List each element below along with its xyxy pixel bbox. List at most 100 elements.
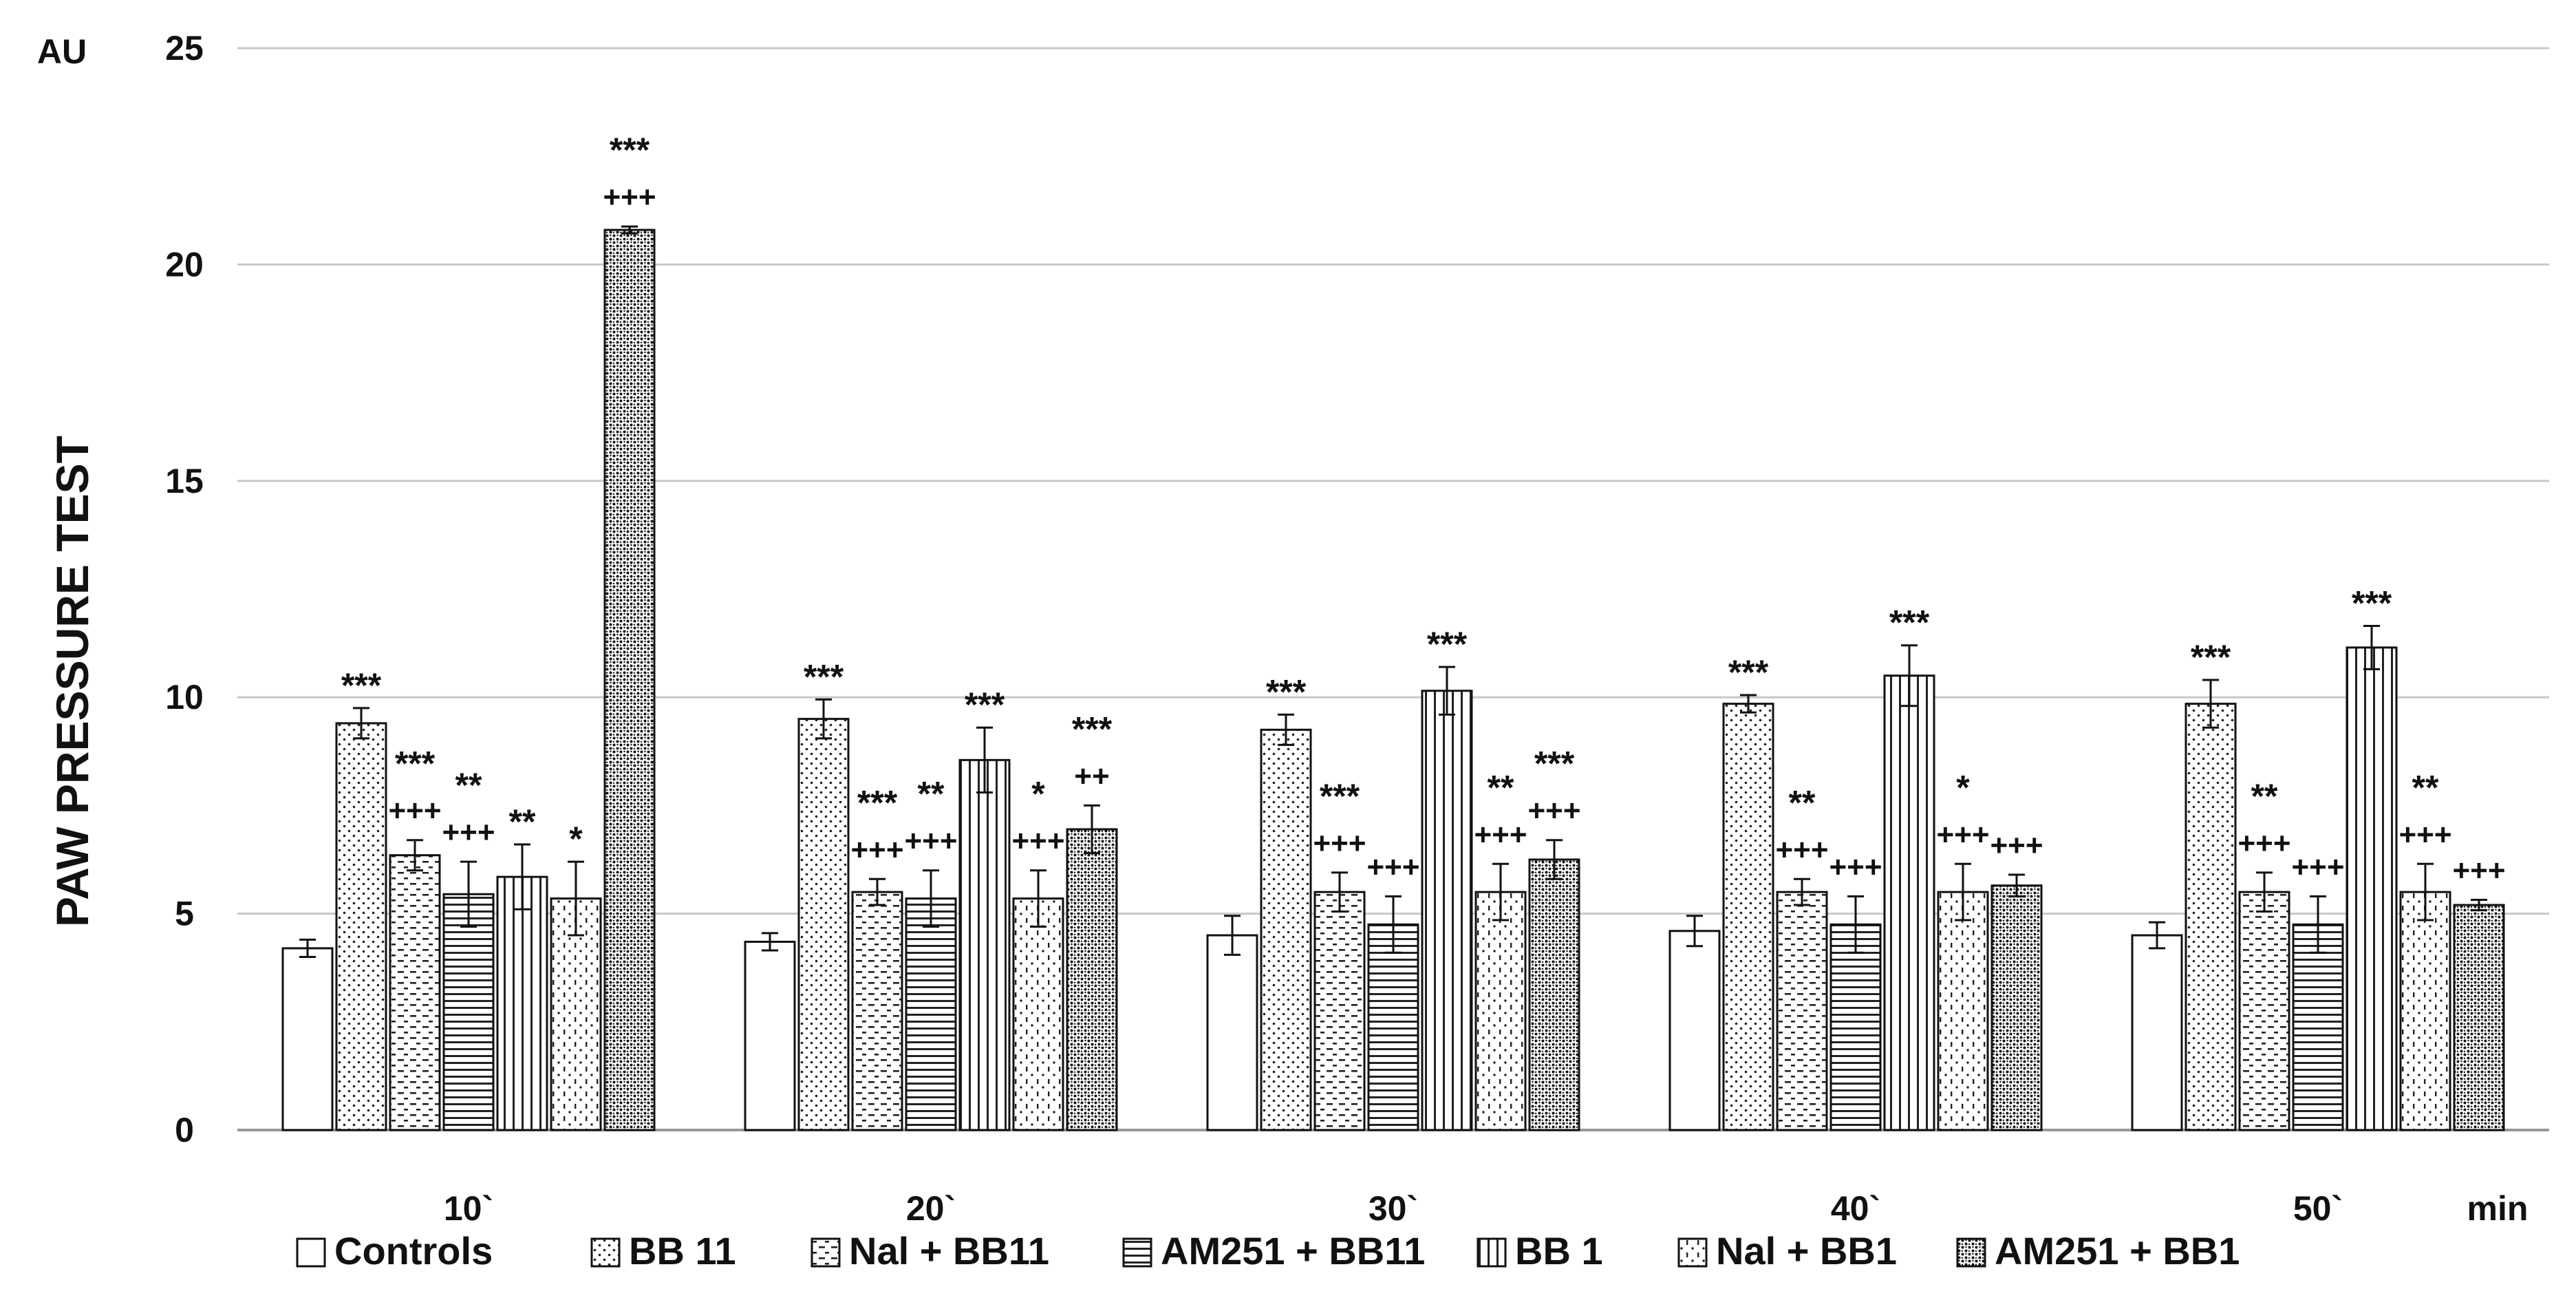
significance-label: **	[2412, 768, 2439, 807]
bar	[1206, 934, 1258, 1131]
legend-swatch	[590, 1237, 621, 1268]
bar	[1367, 923, 1419, 1131]
significance-label: +++	[1313, 827, 1366, 860]
significance-label: **	[509, 802, 536, 841]
bar	[851, 891, 903, 1131]
legend-label: AM251 + BB11	[1161, 1229, 1425, 1272]
significance-label: **	[1789, 783, 1816, 822]
significance-label: +++	[850, 833, 903, 866]
significance-label: ***	[610, 131, 650, 169]
bar	[496, 875, 548, 1131]
y-tick-label: 25	[165, 29, 204, 67]
y-axis-label: PAW PRESSURE TEST	[47, 436, 98, 927]
significance-label: ***	[1072, 710, 1113, 748]
legend-label: BB 11	[629, 1229, 736, 1272]
significance-label: ++	[1074, 759, 1109, 793]
y-tick-label: 15	[165, 462, 204, 500]
significance-label: +++	[603, 180, 656, 214]
significance-label: ***	[1534, 745, 1575, 783]
bar	[2292, 923, 2344, 1131]
significance-label: +++	[1775, 833, 1828, 866]
legend-label: Controls	[334, 1229, 493, 1272]
significance-label: ***	[1320, 777, 1360, 816]
bar	[1883, 674, 1935, 1131]
bar	[1066, 828, 1118, 1131]
bar	[1528, 858, 1580, 1131]
bar	[1313, 891, 1366, 1131]
significance-label: **	[2251, 777, 2278, 816]
y-tick-label: 0	[175, 1111, 194, 1149]
x-axis-unit: min	[2467, 1189, 2529, 1228]
bar	[389, 854, 441, 1131]
legend-swatch	[296, 1237, 326, 1268]
bar	[2346, 646, 2398, 1131]
bar	[1474, 891, 1527, 1131]
x-axis-labels: 10` 20` 30` 40` 50`	[444, 1189, 2343, 1228]
significance-label: +++	[1527, 794, 1580, 828]
significance-label: **	[1488, 768, 1514, 807]
significance-label: +++	[2398, 818, 2451, 851]
bar	[958, 758, 1011, 1131]
bar	[1260, 728, 1312, 1131]
legend-swatch	[1956, 1237, 1986, 1268]
significance-label: +++	[1366, 850, 1419, 884]
bar	[2131, 934, 2183, 1131]
legend-swatch	[811, 1237, 841, 1268]
x-tick-label: 50`	[2293, 1189, 2343, 1228]
y-axis-ticks: 0 5 10 15 20 25	[165, 29, 204, 1149]
legend-label: Nal + BB1	[1716, 1229, 1897, 1272]
significance-label: +++	[1474, 818, 1527, 851]
legend-label: BB 1	[1515, 1229, 1603, 1272]
significance-label: +++	[904, 824, 957, 858]
y-tick-label: 20	[165, 245, 204, 284]
bar	[2399, 891, 2451, 1131]
significance-label: **	[455, 766, 482, 805]
legend-swatch	[1677, 1237, 1708, 1268]
bar	[1829, 923, 1882, 1131]
significance-label: ***	[1266, 672, 1307, 711]
y-tick-label: 10	[165, 678, 204, 716]
x-tick-label: 20`	[906, 1189, 956, 1228]
significance-label: *	[1031, 775, 1045, 813]
legend-label: AM251 + BB1	[1995, 1229, 2240, 1272]
significance-label: ***	[2191, 638, 2231, 677]
significance-label: ***	[395, 745, 436, 783]
bar	[603, 228, 656, 1131]
bar	[281, 947, 334, 1131]
bar	[744, 940, 796, 1131]
x-tick-label: 40`	[1831, 1189, 1880, 1228]
significance-label: *	[1956, 768, 1970, 807]
significance-label: +++	[1829, 850, 1882, 884]
significance-label: ***	[2352, 584, 2392, 622]
significance-label: +++	[388, 794, 441, 828]
bar	[2185, 703, 2237, 1131]
bar	[2453, 904, 2505, 1131]
significance-label: ***	[1427, 625, 1468, 663]
significance-label: **	[918, 775, 945, 813]
significance-label: +++	[2291, 850, 2344, 884]
bar	[1937, 891, 1989, 1131]
bars	[281, 225, 2505, 1131]
significance-label: +++	[442, 816, 495, 849]
bar	[797, 718, 850, 1131]
x-tick-label: 30`	[1368, 1189, 1418, 1228]
significance-label: ***	[341, 666, 382, 705]
y-tick-label: 5	[175, 895, 194, 933]
significance-label: +++	[1011, 824, 1064, 858]
significance-label: ***	[857, 783, 898, 822]
significance-label: +++	[2237, 827, 2290, 860]
bar	[905, 897, 957, 1131]
x-tick-label: 10`	[444, 1189, 493, 1228]
bar	[1012, 897, 1064, 1131]
significance-label: +++	[2452, 853, 2505, 887]
significance-label: ***	[1889, 604, 1930, 642]
bar	[1668, 930, 1721, 1131]
significance-labels: ***+++***+++**** *+++******+++***+++*****…	[341, 131, 2506, 887]
legend-swatch	[1477, 1237, 1507, 1268]
bar	[1421, 690, 1473, 1131]
significance-label: ***	[804, 657, 844, 696]
legend-swatch	[1122, 1237, 1152, 1268]
bar	[2238, 891, 2290, 1131]
